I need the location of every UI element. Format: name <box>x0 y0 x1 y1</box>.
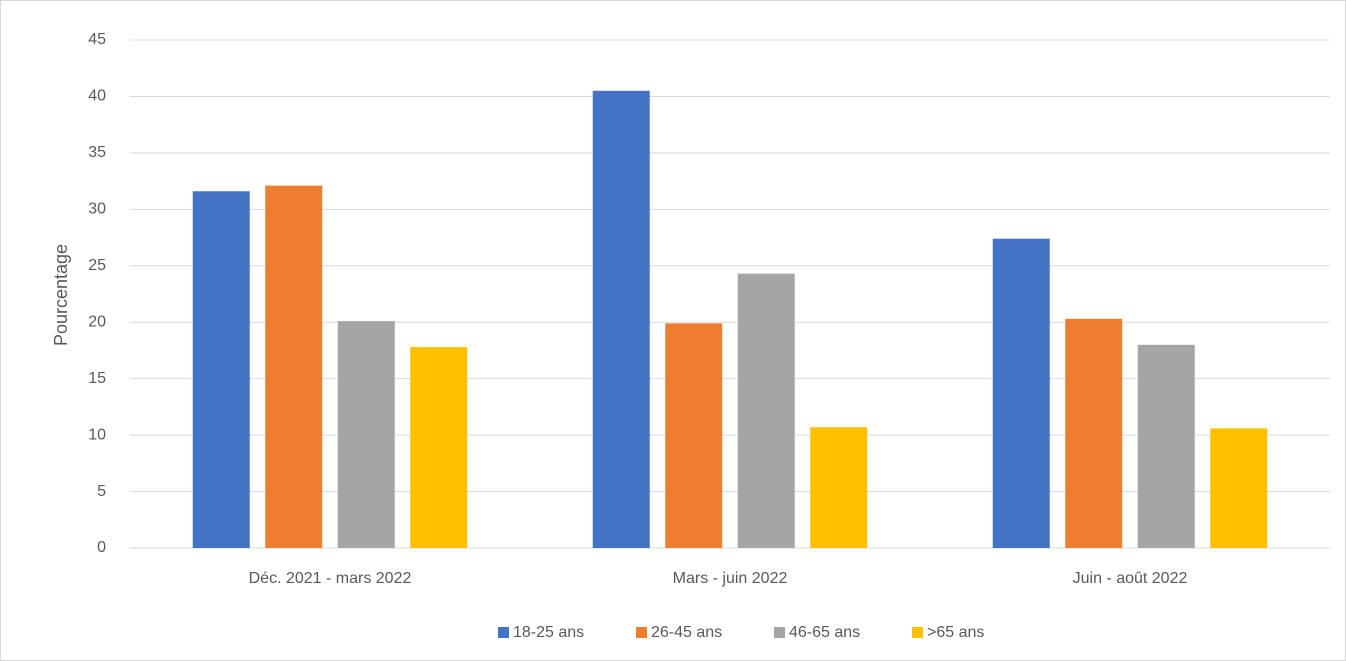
bar <box>1137 344 1195 548</box>
y-tick-label: 15 <box>88 370 106 387</box>
y-tick-label: 20 <box>88 313 106 330</box>
bar <box>992 238 1050 548</box>
legend-label: 26-45 ans <box>651 624 722 641</box>
bar <box>810 427 868 548</box>
x-tick-label: Juin - août 2022 <box>1073 570 1188 587</box>
y-tick-label: 45 <box>88 31 106 48</box>
y-tick-label: 30 <box>88 201 106 218</box>
bar <box>265 185 323 549</box>
legend-label: 46-65 ans <box>789 624 860 641</box>
bar <box>410 347 468 548</box>
bar <box>592 90 650 549</box>
y-axis-label: Pourcentage <box>51 244 71 346</box>
bar <box>737 273 795 548</box>
y-tick-label: 0 <box>97 539 106 556</box>
legend-swatch <box>912 627 923 638</box>
y-tick-label: 40 <box>88 88 106 105</box>
y-tick-label: 35 <box>88 144 106 161</box>
legend-swatch <box>498 627 509 638</box>
bar <box>665 323 723 548</box>
y-tick-label: 10 <box>88 426 106 443</box>
bar <box>1065 318 1123 548</box>
legend-label: >65 ans <box>927 624 984 641</box>
bar <box>1210 428 1268 548</box>
y-tick-label: 5 <box>97 483 106 500</box>
bar <box>337 321 395 548</box>
bar <box>192 191 250 548</box>
legend-swatch <box>774 627 785 638</box>
y-tick-label: 25 <box>88 257 106 274</box>
legend-swatch <box>636 627 647 638</box>
x-tick-label: Mars - juin 2022 <box>673 570 788 587</box>
legend-label: 18-25 ans <box>513 624 584 641</box>
x-tick-label: Déc. 2021 - mars 2022 <box>249 570 412 587</box>
